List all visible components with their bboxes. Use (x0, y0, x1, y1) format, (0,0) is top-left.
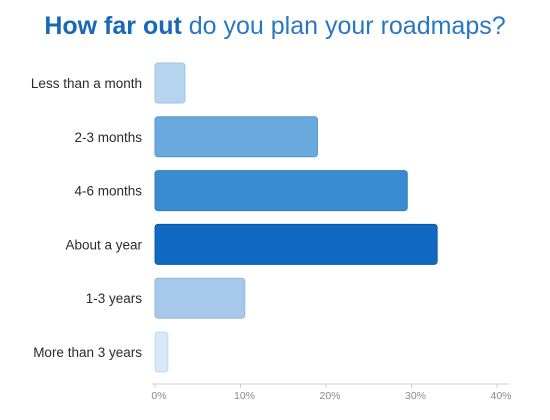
category-label: 2-3 months (74, 130, 142, 145)
category-label: Less than a month (31, 76, 142, 91)
bar (154, 277, 246, 319)
category-label: 1-3 years (86, 291, 143, 306)
x-tick-label: 20% (319, 390, 340, 402)
chart-title-rest: do you plan your roadmaps? (181, 12, 506, 40)
bars (154, 62, 438, 373)
bar (154, 62, 186, 104)
category-labels: Less than a month 2-3 months 4-6 months Abo… (31, 76, 143, 360)
category-label: 4-6 months (74, 184, 142, 199)
x-axis-ticks: 0% 10% 20% 30% 40% (151, 384, 512, 402)
category-label: About a year (65, 237, 142, 252)
x-tick-label: 40% (490, 390, 511, 402)
bar (154, 223, 438, 265)
bar (154, 170, 408, 212)
bar (154, 116, 318, 158)
x-tick-label: 0% (151, 390, 166, 402)
category-label: More than 3 years (33, 345, 142, 360)
x-tick-label: 10% (234, 390, 255, 402)
chart-title-emphasis: How far out (44, 12, 182, 40)
x-tick-label: 30% (405, 390, 426, 402)
bar (154, 331, 169, 373)
chart-title: How far out do you plan your roadmaps? (0, 12, 550, 41)
